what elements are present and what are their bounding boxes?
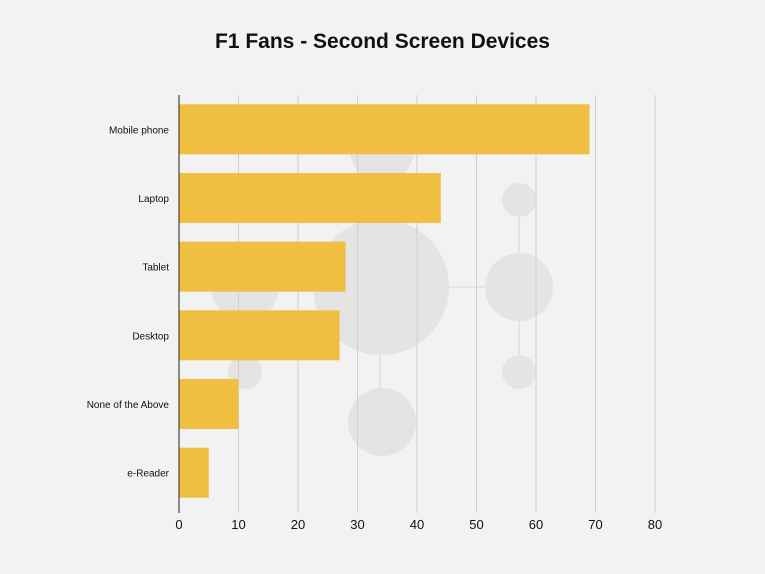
category-label: Tablet [142, 263, 169, 274]
x-tick-label: 70 [588, 517, 602, 532]
decor-circle [348, 388, 416, 456]
bar [179, 173, 441, 223]
category-label: e-Reader [127, 469, 169, 480]
category-label: Laptop [138, 194, 169, 205]
decor-circle [485, 253, 553, 321]
x-tick-label: 0 [175, 517, 182, 532]
bar [179, 241, 346, 292]
x-tick-label: 10 [231, 517, 245, 532]
x-tick-label: 50 [469, 517, 483, 532]
bar [179, 447, 209, 498]
bar [179, 310, 340, 361]
category-label: Desktop [132, 331, 169, 342]
x-tick-labels: 0 10 20 30 40 50 60 70 80 [175, 517, 662, 532]
x-tick-label: 80 [648, 517, 662, 532]
x-tick-label: 60 [529, 517, 543, 532]
x-tick-label: 40 [410, 517, 424, 532]
bar [179, 104, 590, 155]
x-tick-label: 20 [291, 517, 305, 532]
decor-circle [313, 219, 449, 355]
category-label: Mobile phone [109, 125, 169, 136]
decor-circle [502, 183, 536, 217]
decor-circle [502, 355, 536, 389]
category-label: None of the Above [87, 400, 170, 411]
bar [179, 379, 239, 429]
gridlines [238, 95, 656, 513]
x-tick-label: 30 [350, 517, 364, 532]
chart-title: F1 Fans - Second Screen Devices [215, 30, 550, 53]
category-labels: Mobile phone Laptop Tablet Desktop None of t… [87, 125, 170, 479]
bars [179, 104, 590, 498]
